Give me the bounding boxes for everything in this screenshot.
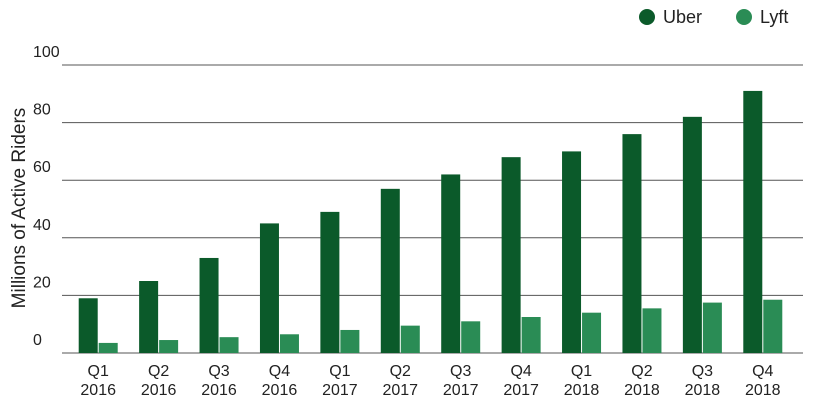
x-tick-label-line: Q4 — [752, 363, 773, 380]
y-tick-label: 60 — [33, 159, 51, 176]
bar — [622, 134, 642, 353]
bar — [642, 308, 662, 353]
x-tick-label-line: Q1 — [571, 363, 592, 380]
y-tick-label: 0 — [33, 332, 42, 349]
x-tick-label: Q4 2017 — [503, 363, 539, 399]
x-tick-label-line: Q1 — [329, 363, 350, 380]
bar — [682, 116, 702, 353]
x-tick-label-line: 2017 — [443, 382, 479, 399]
x-tick-label-line: 2018 — [564, 382, 600, 399]
x-tick-label: Q4 2018 — [745, 363, 781, 399]
bar — [340, 329, 360, 353]
x-tick-label-line: 2017 — [382, 382, 418, 399]
x-tick-label-line: Q4 — [269, 363, 290, 380]
bar — [441, 174, 461, 353]
x-tick-label-line: Q2 — [390, 363, 411, 380]
bar — [702, 302, 722, 353]
x-tick-label-line: Q2 — [148, 363, 169, 380]
x-tick-label: Q3 2018 — [685, 363, 721, 399]
x-tick-label-line: 2016 — [80, 382, 116, 399]
x-tick-label: Q4 2016 — [262, 363, 298, 399]
y-tick-label: 80 — [33, 102, 51, 119]
x-tick-label: Q1 2016 — [80, 363, 116, 399]
bar — [743, 90, 763, 354]
bar — [159, 340, 179, 353]
bar — [219, 337, 239, 353]
x-tick-label-line: Q1 — [88, 363, 109, 380]
x-tick-label: Q3 2016 — [201, 363, 237, 399]
x-tick-label-line: 2016 — [262, 382, 298, 399]
y-tick-label: 20 — [33, 274, 51, 291]
x-tick-label-line: Q3 — [208, 363, 229, 380]
bar — [461, 321, 481, 353]
bar — [521, 317, 541, 353]
bar — [259, 223, 279, 353]
x-tick-label-line: 2016 — [201, 382, 237, 399]
bar — [380, 188, 400, 353]
x-tick-label-line: 2017 — [322, 382, 358, 399]
bar — [501, 157, 521, 353]
x-tick-label-line: 2018 — [685, 382, 721, 399]
x-tick-label: Q2 2017 — [382, 363, 418, 399]
x-tick-label-line: Q2 — [631, 363, 652, 380]
x-tick-label-line: 2018 — [745, 382, 781, 399]
bar — [199, 257, 219, 353]
bar — [763, 299, 783, 353]
legend-label: Uber — [663, 7, 702, 27]
x-tick-label: Q1 2018 — [564, 363, 600, 399]
x-tick-label-line: 2017 — [503, 382, 539, 399]
bar — [78, 298, 98, 353]
x-tick-label: Q3 2017 — [443, 363, 479, 399]
legend-label: Lyft — [760, 7, 788, 27]
legend-marker — [736, 9, 752, 25]
x-tick-label-line: 2018 — [624, 382, 660, 399]
y-axis-label: Millions of Active Riders — [9, 108, 30, 309]
x-tick-label: Q2 2018 — [624, 363, 660, 399]
y-tick-label: 40 — [33, 217, 51, 234]
x-tick-label-line: Q3 — [692, 363, 713, 380]
legend-marker — [639, 9, 655, 25]
bar — [562, 151, 582, 353]
x-tick-label: Q2 2016 — [141, 363, 177, 399]
bar — [98, 342, 118, 353]
x-tick-label: Q1 2017 — [322, 363, 358, 399]
bar — [139, 281, 159, 353]
bar — [400, 325, 420, 353]
x-tick-label-line: 2016 — [141, 382, 177, 399]
bar — [582, 312, 602, 353]
bar — [320, 211, 340, 353]
x-tick-label-line: Q4 — [510, 363, 531, 380]
bar — [279, 334, 299, 353]
y-tick-label: 100 — [33, 44, 60, 61]
x-tick-label-line: Q3 — [450, 363, 471, 380]
